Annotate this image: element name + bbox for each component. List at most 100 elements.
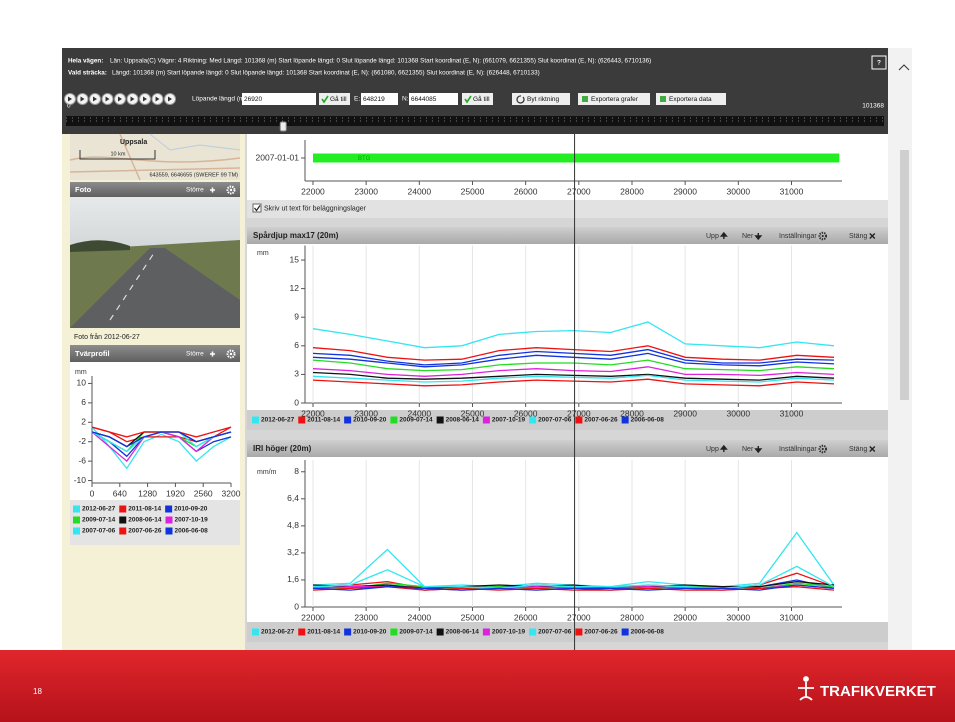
x-tick-label: 29000 [673, 186, 697, 196]
legend-swatch [483, 417, 490, 424]
x-tick-label: 26000 [514, 186, 538, 196]
map-coordinates: 643559, 6646655 (SWEREF 99 TM) [149, 172, 238, 178]
running-length-label: Löpande längd (m): [192, 96, 249, 103]
x-tick-label: 31000 [780, 612, 804, 622]
legend-swatch [575, 629, 582, 636]
legend-swatch [622, 629, 629, 636]
profile-larger[interactable]: Större [186, 351, 204, 358]
y-tick-label: 4,8 [287, 520, 299, 530]
y-tick-label: 8 [294, 466, 299, 476]
legend-swatch [252, 417, 259, 424]
legend-label: 2009-07-14 [399, 417, 433, 424]
photo-larger[interactable]: Större [186, 187, 204, 194]
legend-swatch [437, 417, 444, 424]
y-tick-label: 0 [294, 601, 299, 611]
export-data-label[interactable]: Exportera data [669, 96, 712, 103]
photo-title: Foto [75, 185, 92, 194]
legend-swatch [622, 417, 629, 424]
photo-caption: Foto från 2012-06-27 [74, 333, 140, 341]
x-tick-label: 28000 [620, 612, 644, 622]
logo-dot [804, 677, 808, 681]
panel-control[interactable]: Ner [742, 233, 754, 240]
settings-icon [230, 353, 232, 355]
iri-panel-title: IRI höger (20m) [253, 444, 312, 453]
legend-swatch [119, 517, 126, 524]
y-tick-label: 6 [81, 397, 86, 407]
legend-label: 2007-07-06 [538, 629, 572, 636]
panel-control[interactable]: Upp [706, 233, 719, 240]
y-tick-label: 3,2 [287, 547, 299, 557]
switch-direction-label[interactable]: Byt riktning [527, 96, 560, 103]
legend-swatch [390, 629, 397, 636]
x-tick-label: 1920 [166, 488, 185, 498]
layer-bar [313, 154, 839, 163]
brand-name: TRAFIKVERKET [820, 683, 936, 700]
x-tick-label: 22000 [301, 612, 325, 622]
x-tick-label: 2560 [194, 488, 213, 498]
panel-control[interactable]: Stäng [849, 446, 867, 453]
panel-control[interactable]: Ner [742, 446, 754, 453]
x-tick-label: 23000 [354, 612, 378, 622]
legend-swatch [119, 528, 126, 535]
y-axis-label: mm [257, 250, 269, 257]
panel-control[interactable]: Stäng [849, 233, 867, 240]
n-value[interactable]: 6644085 [411, 96, 437, 103]
legend-label: 2010-09-20 [353, 417, 387, 424]
legend-label: 2006-06-08 [175, 528, 209, 535]
legend-label: 2007-06-26 [584, 629, 618, 636]
legend-swatch [437, 629, 444, 636]
legend-swatch [483, 629, 490, 636]
slider-max: 101368 [862, 103, 884, 110]
y-axis-label: mm [75, 369, 87, 376]
legend-label: 2007-07-06 [82, 528, 116, 535]
legend-label: 2011-08-14 [128, 506, 161, 513]
legend-label: 2006-06-08 [631, 417, 665, 424]
x-tick-label: 29000 [673, 612, 697, 622]
x-tick-label: 640 [113, 488, 127, 498]
x-tick-label: 25000 [461, 186, 485, 196]
x-tick-label: 24000 [407, 186, 431, 196]
x-tick-label: 27000 [567, 612, 591, 622]
y-axis-label: mm/m [257, 469, 277, 476]
go-to-label[interactable]: Gå till [330, 95, 347, 103]
legend-label: 2010-09-20 [174, 506, 208, 513]
go-to-label[interactable]: Gå till [473, 95, 490, 103]
x-tick-label: 22000 [301, 186, 325, 196]
y-tick-label: -6 [78, 455, 86, 465]
scroll-thumb[interactable] [900, 150, 909, 400]
x-tick-label: 27000 [567, 186, 591, 196]
whole-road-label: Hela vägen: [68, 58, 103, 65]
legend-swatch [298, 417, 305, 424]
panel-control[interactable]: Upp [706, 446, 719, 453]
legend-label: 2007-10-19 [492, 417, 526, 424]
slider-handle[interactable] [280, 122, 286, 131]
legend-label: 2007-06-26 [128, 528, 162, 535]
panel-control[interactable]: Inställningar [779, 233, 817, 240]
legend-label: 2010-09-20 [353, 629, 387, 636]
legend-label: 2012-06-27 [261, 417, 295, 424]
y-tick-label: 0 [294, 397, 299, 407]
y-tick-label: 6 [294, 340, 299, 350]
y-tick-label: -2 [78, 436, 86, 446]
control-icon [822, 448, 824, 450]
x-tick-label: 30000 [727, 612, 751, 622]
map-city: Uppsala [120, 139, 147, 146]
legend-swatch [165, 506, 172, 513]
export-graphs-label[interactable]: Exportera grafer [591, 96, 639, 103]
export-icon [582, 96, 588, 102]
checkbox-label[interactable]: Skriv ut text för beläggningslager [264, 205, 367, 212]
panel-control[interactable]: Inställningar [779, 446, 817, 453]
legend-label: 2009-07-14 [82, 517, 116, 524]
running-length-value[interactable]: 26920 [244, 96, 262, 103]
x-tick-label: 30000 [727, 408, 751, 418]
slide: Hela vägen: Län: Uppsala(C) Vägnr: 4 Rik… [0, 0, 955, 722]
control-icon [822, 235, 824, 237]
n-label: N: [402, 96, 409, 103]
help-label[interactable]: ? [877, 60, 881, 67]
legend-swatch [298, 629, 305, 636]
selection-label: Vald sträcka: [68, 70, 107, 77]
e-value[interactable]: 648219 [363, 96, 385, 103]
legend-swatch [166, 517, 173, 524]
legend-swatch [575, 417, 582, 424]
y-tick-label: 6,4 [287, 493, 299, 503]
